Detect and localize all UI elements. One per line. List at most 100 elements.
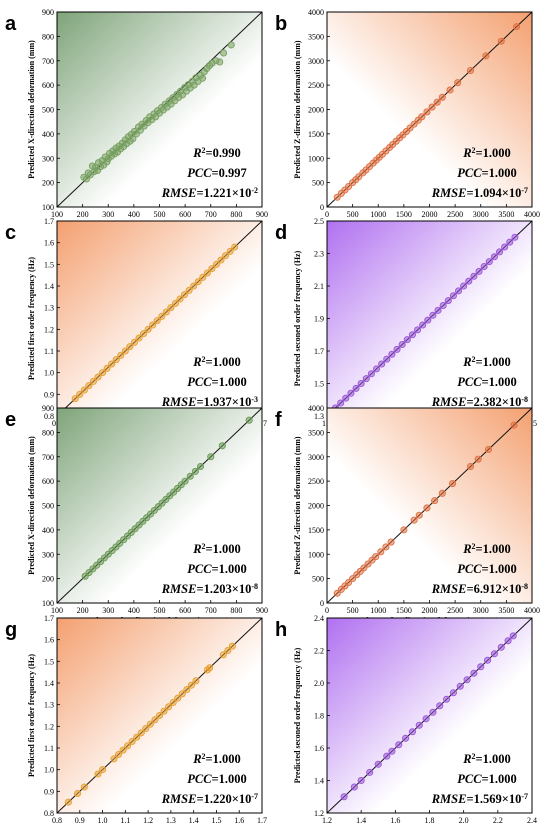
data-point [485,258,493,266]
panel-g: 0.80.8 0.9 0.9 1.0 1.0 1.1 1.1 1.2 1.2 1.3 1.3 1.4 1… [5,614,267,825]
data-point [196,462,205,471]
data-point [99,766,107,774]
x-tick-label: 1.2 [322,816,332,825]
y-tick-label: 1.4 [44,679,54,688]
r2-stat: R2=1.000 [192,542,241,557]
x-tick-label: 1.7 [257,816,267,825]
data-point [484,656,492,664]
y-tick-label: 200 [42,179,54,188]
data-point [207,453,215,461]
data-point [509,632,517,640]
data-point [424,316,432,324]
x-tick-label: 500 [347,606,359,615]
data-point [372,553,380,561]
y-tick-label: 1.0 [44,766,54,775]
data-point [94,770,102,778]
data-point [429,311,437,319]
data-point [171,299,179,307]
panel-c: 0.80.80.90.91.01.01.11.11.21.21.31.31.41… [5,217,267,438]
y-tick-label: 0 [320,203,324,212]
y-tick-label: 1.3 [44,701,54,710]
panel-label: f [275,409,282,431]
y-tick-label: 1.7 [44,217,54,226]
data-point [482,52,490,60]
y-tick-label: 0 [320,599,324,608]
x-tick-label: 1000 [370,210,386,219]
data-point [395,741,403,749]
data-point [504,637,512,645]
data-point [366,768,374,776]
y-tick-label: 0.9 [44,390,54,399]
x-tick-label: 800 [230,606,242,615]
data-point [477,663,485,671]
y-tick-label: 800 [42,32,54,41]
data-point [137,729,145,737]
plot-frame [326,407,533,604]
data-point [181,477,189,485]
data-point [114,750,123,759]
data-point [108,360,116,368]
data-point [203,269,211,277]
data-point [129,135,137,143]
x-tick-label: 1500 [396,606,412,615]
data-point [463,676,471,684]
data-point [347,389,355,397]
data-point [222,252,230,260]
y-tick-label: 1.8 [314,712,324,721]
y-tick-label: 3000 [308,57,324,66]
y-tick-label: 1.6 [44,239,54,248]
y-tick-label: 700 [42,453,54,462]
y-tick-label: 700 [42,57,54,66]
rmse-stat: RMSE=1.094×10-7 [431,186,528,201]
data-point [428,103,436,111]
y-tick-label: 2.0 [314,679,324,688]
data-point [387,538,395,546]
panel-b: 00 500 500 1000 1000 1500 1500 2000 2000 2500 2500… [275,8,540,229]
y-tick-label: 1.5 [44,657,54,666]
data-point [226,247,234,255]
data-point [423,504,431,512]
data-point [112,356,120,364]
rmse-stat: RMSE=1.221×10-2 [161,186,258,201]
x-tick-label: 900 [256,606,268,615]
x-tick-label: 3500 [498,210,514,219]
y-tick-label: 300 [42,154,54,163]
data-point [466,66,475,75]
plot-frame [56,617,263,814]
data-point [438,489,446,497]
data-point [418,113,426,121]
data-point [431,497,439,505]
pcc-stat: PCC=1.000 [187,375,247,389]
x-tick-label: 2000 [422,606,438,615]
x-tick-label: 900 [256,210,268,219]
data-point [110,755,118,763]
y-tick-label: 2000 [308,106,324,115]
data-point [140,330,148,338]
x-tick-label: 300 [102,210,114,219]
r2-stat: R2=1.000 [462,752,511,767]
data-point [128,737,136,746]
x-tick-label: 600 [179,210,191,219]
y-tick-label: 1.7 [44,614,54,623]
data-point [190,282,198,290]
rmse-stat: RMSE=2.382×10-8 [431,395,528,410]
plot-frame [56,11,263,208]
data-point [218,442,226,450]
y-tick-label: 400 [42,130,54,139]
data-point [480,262,488,271]
data-point [342,394,350,402]
data-point [167,304,175,312]
data-point [433,98,441,106]
data-point [423,108,431,116]
data-point [388,747,396,755]
data-point [80,386,88,394]
data-point [191,467,199,475]
data-point [155,711,164,720]
data-point [198,74,207,82]
data-point [410,516,418,524]
x-tick-label: 600 [179,606,191,615]
panel-label: b [275,13,287,35]
y-tick-label: 1000 [308,154,324,163]
data-point [454,79,462,87]
